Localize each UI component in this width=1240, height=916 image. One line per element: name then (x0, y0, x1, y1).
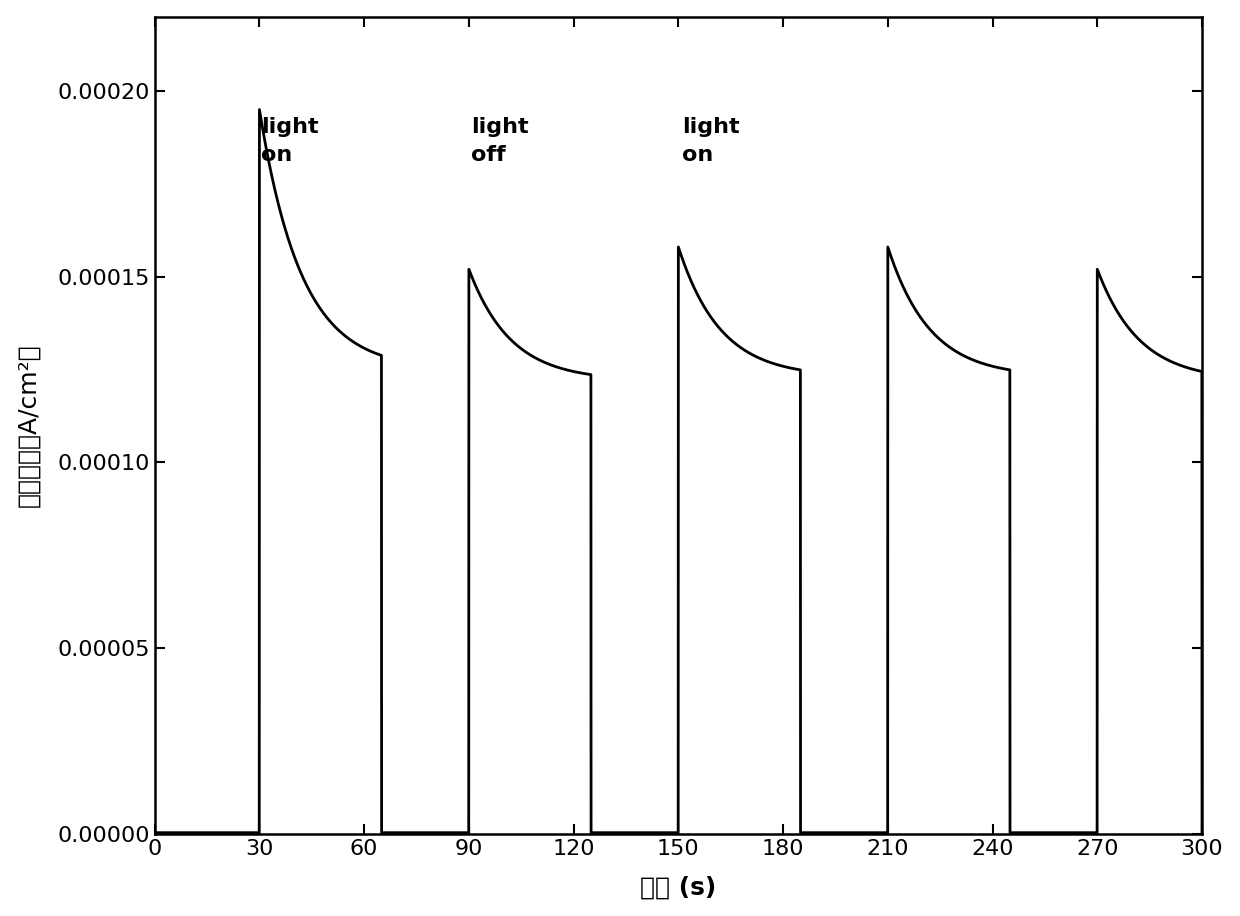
Text: light
on: light on (682, 117, 739, 165)
Y-axis label: 电流密度（A/cm²）: 电流密度（A/cm²） (16, 344, 41, 507)
Text: light
off: light off (471, 117, 528, 165)
X-axis label: 时间 (s): 时间 (s) (640, 876, 717, 900)
Text: light
on: light on (262, 117, 319, 165)
